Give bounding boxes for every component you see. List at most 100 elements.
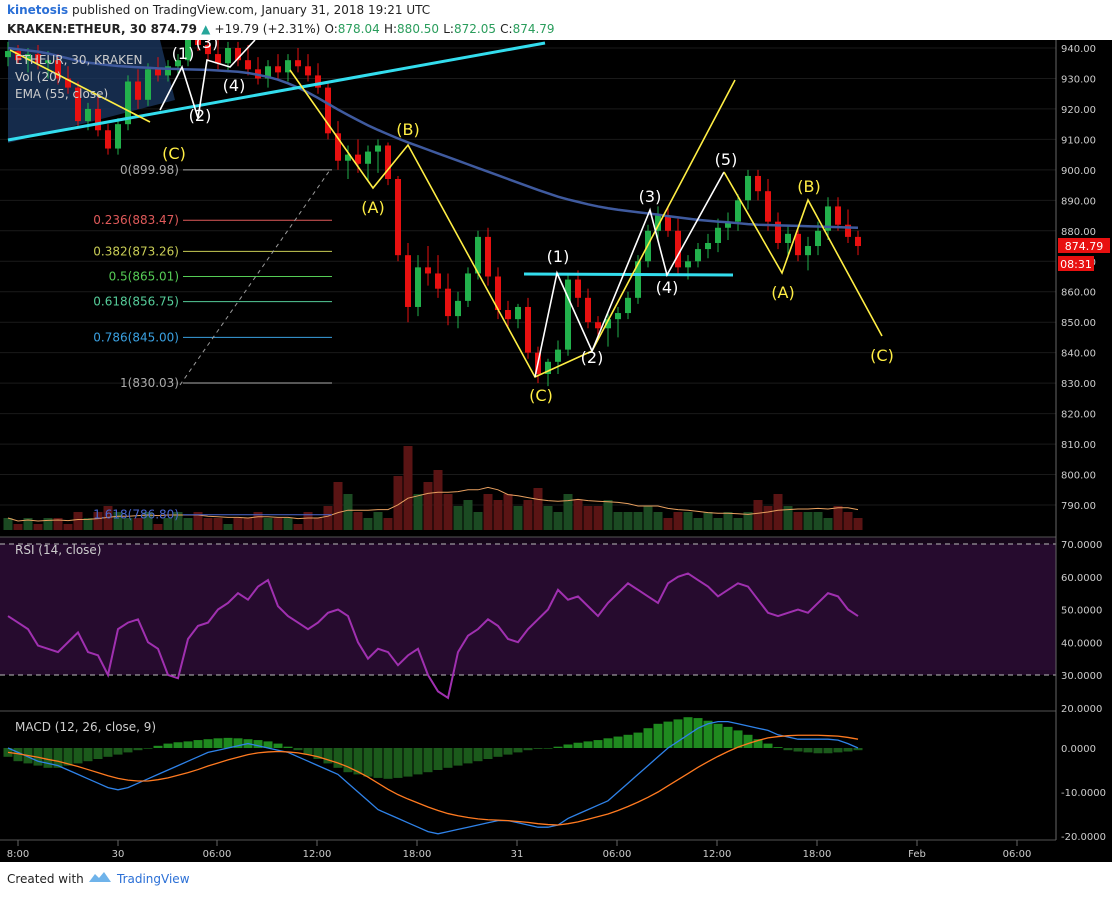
legend-ema[interactable]: EMA (55, close) xyxy=(15,87,108,101)
volume-bar xyxy=(643,506,653,530)
candle-body xyxy=(405,255,411,307)
volume-bar xyxy=(303,512,313,530)
candle-body xyxy=(175,60,181,67)
volume-ma-line xyxy=(7,486,859,522)
candle-body xyxy=(655,215,661,231)
macd-hist-bar xyxy=(373,748,383,778)
fib-label: 0(899.98) xyxy=(120,163,179,177)
time-tick-label: 31 xyxy=(511,849,524,860)
rsi-series xyxy=(0,543,1056,700)
macd-hist-bar xyxy=(283,746,293,748)
time-tick-label: 18:00 xyxy=(403,849,432,860)
volume-bar xyxy=(753,500,763,530)
wave-label-1b: (1) xyxy=(547,247,570,266)
time-tick-label: 06:00 xyxy=(1003,849,1032,860)
rsi-tick-label: 40.0000 xyxy=(1061,638,1102,649)
candle-body xyxy=(515,306,521,320)
time-tick-label: 06:00 xyxy=(603,849,632,860)
volume-bar xyxy=(683,512,693,530)
macd-hist-bar xyxy=(43,748,53,768)
volume-bar xyxy=(673,512,683,530)
macd-hist-bar xyxy=(593,740,603,748)
macd-hist-bar xyxy=(413,748,423,775)
macd-hist-bar xyxy=(813,748,823,754)
macd-hist-bar xyxy=(803,748,813,753)
symbol-label[interactable]: KRAKEN:ETHEUR, 30 xyxy=(7,22,147,36)
trendline-upper[interactable] xyxy=(7,41,546,142)
candle-body xyxy=(45,60,51,64)
macd-hist-bar xyxy=(643,728,653,748)
price-tick-label: 820.00 xyxy=(1061,410,1096,421)
candle-body xyxy=(545,361,551,374)
macd-hist-bar xyxy=(773,747,783,748)
volume-bar xyxy=(413,494,423,530)
candle-body xyxy=(335,133,341,161)
volume-bar xyxy=(763,506,773,530)
fib-label: 0.5(865.01) xyxy=(109,269,179,283)
volume-bar xyxy=(703,512,713,530)
macd-hist-bar xyxy=(313,748,323,759)
macd-hist-bar xyxy=(633,732,643,748)
macd-hist-bar xyxy=(123,748,133,753)
open-label: O: xyxy=(324,22,338,36)
tradingview-link[interactable]: TradingView xyxy=(117,872,190,886)
candle-body xyxy=(265,66,271,79)
macd-hist-bar xyxy=(183,741,193,748)
candle-body xyxy=(315,75,321,88)
volume-bar xyxy=(113,512,123,530)
legend-main[interactable]: ETHEUR, 30, KRAKEN xyxy=(15,53,143,67)
wave-label-5b: (5) xyxy=(715,150,738,169)
macd-hist-bar xyxy=(203,739,213,748)
rsi-tick-label: 70.0000 xyxy=(1061,540,1102,551)
candle-body xyxy=(235,48,241,61)
fib-label: 1(830.03) xyxy=(120,376,179,390)
price-tick-label: 920.00 xyxy=(1061,105,1096,116)
candle-body xyxy=(425,267,431,274)
macd-hist-bar xyxy=(653,723,663,748)
price-tick-label: 850.00 xyxy=(1061,318,1096,329)
volume-bar xyxy=(373,512,383,530)
volume-bar xyxy=(493,500,503,530)
candle-body xyxy=(705,242,711,250)
candle-body xyxy=(735,200,741,222)
candle-body xyxy=(745,175,751,201)
wave-path-yellow-c xyxy=(723,171,883,337)
fib-label: 0.786(845.00) xyxy=(93,330,179,344)
volume-bar xyxy=(163,518,173,530)
fibonacci-levels: 0(899.98) 0.236(883.47) 0.382(873.26) 0.5(8… xyxy=(93,163,332,522)
candle-body xyxy=(345,154,351,161)
trendline-support[interactable] xyxy=(523,272,734,277)
author-link[interactable]: kinetosis xyxy=(7,3,69,17)
legend-macd[interactable]: MACD (12, 26, close, 9) xyxy=(15,720,156,734)
macd-hist-bar xyxy=(513,748,523,753)
macd-hist-bar xyxy=(523,748,533,751)
macd-hist-bar xyxy=(103,748,113,757)
high-value: 880.50 xyxy=(397,22,440,36)
candle-body xyxy=(185,40,191,61)
legend-rsi[interactable]: RSI (14, close) xyxy=(15,543,101,557)
candle-body xyxy=(685,261,691,268)
candle-body xyxy=(225,48,231,64)
time-tick-label: 18:00 xyxy=(803,849,832,860)
macd-hist-bar xyxy=(213,738,223,748)
time-tick-label: 12:00 xyxy=(303,849,332,860)
wave-label-b2: (B) xyxy=(797,177,820,196)
candle-body xyxy=(325,87,331,134)
candle-body xyxy=(775,221,781,243)
volume-bar xyxy=(523,500,533,530)
volume-bar xyxy=(613,512,623,530)
volume-bar xyxy=(843,512,853,530)
candle-body xyxy=(555,349,561,362)
volume-bar xyxy=(423,482,433,530)
chart-canvas[interactable]: 0(899.98) 0.236(883.47) 0.382(873.26) 0.5(8… xyxy=(0,40,1112,862)
candle-body xyxy=(805,246,811,256)
candle-body xyxy=(485,236,491,277)
legend-vol[interactable]: Vol (20) xyxy=(15,70,61,84)
candle-body xyxy=(625,297,631,314)
candle-body xyxy=(125,81,131,125)
macd-hist-bar xyxy=(713,723,723,748)
macd-hist-bar xyxy=(143,748,153,749)
price-tick-label: 810.00 xyxy=(1061,440,1096,451)
macd-hist-bar xyxy=(293,748,303,751)
candle-body xyxy=(695,249,701,262)
